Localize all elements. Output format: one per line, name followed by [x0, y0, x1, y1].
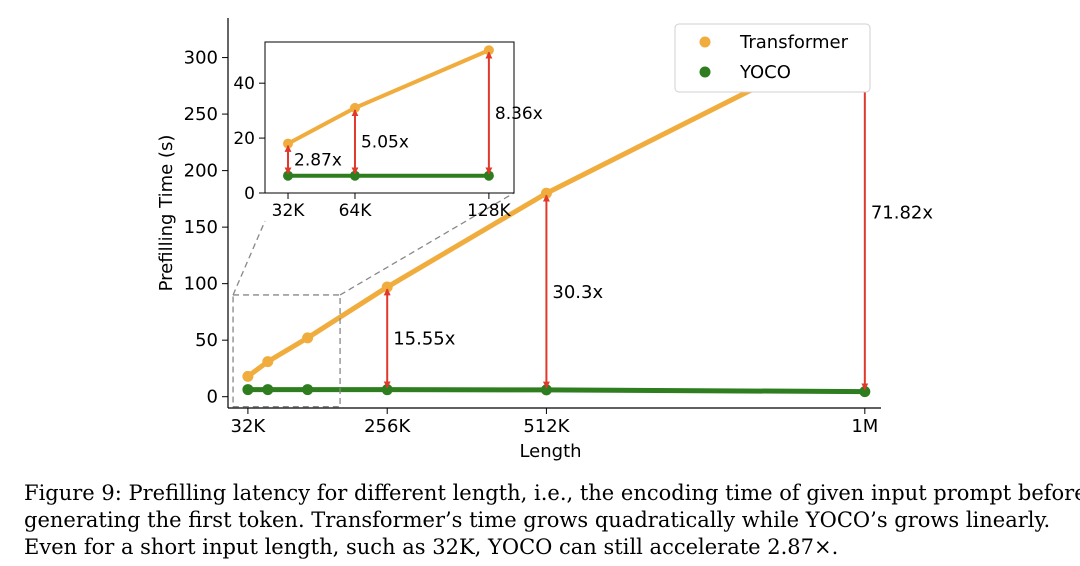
- main-y-tick-label: 200: [184, 161, 218, 182]
- inset-x-tick-label: 32K: [272, 201, 306, 221]
- main-point-yoco: [302, 384, 314, 396]
- main-x-tick-label: 1M: [851, 416, 878, 437]
- main-ratio-label: 15.55x: [393, 329, 456, 350]
- inset-background: [265, 42, 514, 193]
- main-y-tick-label: 100: [184, 274, 218, 295]
- inset-x-tick-label: 64K: [339, 201, 373, 221]
- inset-panel: 0 20 40 32K 64K 128K 2.87x 5.05x 8.36x: [233, 41, 543, 221]
- main-ratio-label: 71.82x: [871, 202, 934, 223]
- inset-y-tick-label: 40: [233, 74, 255, 94]
- main-y-tick-label: 300: [184, 48, 218, 69]
- inset-frame: [264, 41, 515, 194]
- inset-y-tick-label: 0: [244, 184, 255, 204]
- zoom-connector-left: [232, 220, 266, 296]
- main-ratio-label: 30.3x: [552, 282, 603, 303]
- main-y-tick-label: 50: [195, 330, 218, 351]
- legend-label-transformer: Transformer: [739, 32, 849, 53]
- main-x-tick-label: 256K: [364, 416, 411, 437]
- main-point-yoco: [262, 384, 274, 396]
- legend-frame: [674, 23, 871, 93]
- inset-ratio-label: 2.87x: [294, 151, 342, 171]
- inset-ratio-label: 8.36x: [495, 104, 543, 124]
- main-x-tick-label: 32K: [231, 416, 267, 437]
- main-point-transformer: [242, 370, 254, 382]
- x-axis-label: Length: [519, 441, 581, 462]
- y-axis-label: Prefilling Time (s): [156, 135, 177, 292]
- inset-ratio-label: 5.05x: [361, 133, 409, 153]
- inset-x-tick-label: 128K: [467, 201, 511, 221]
- legend: Transformer YOCO: [674, 23, 871, 93]
- caption-line-1: Figure 9: Prefilling latency for differe…: [24, 481, 1080, 505]
- caption-line-2: generating the first token. Transformer’…: [24, 508, 1051, 532]
- main-point-transformer: [302, 332, 314, 344]
- main-x-tick-label: 512K: [523, 416, 570, 437]
- zoom-connector-right: [339, 192, 515, 296]
- inset-y-tick-label: 20: [233, 129, 255, 149]
- legend-marker-yoco: [699, 66, 711, 78]
- figure-caption: Figure 9: Prefilling latency for differe…: [24, 480, 1080, 561]
- main-point-yoco: [242, 384, 254, 396]
- caption-line-3: Even for a short input length, such as 3…: [24, 535, 839, 559]
- main-y-tick-label: 250: [184, 104, 218, 125]
- legend-marker-transformer: [699, 36, 711, 48]
- zoom-region-box: [232, 294, 341, 408]
- main-point-transformer: [262, 356, 274, 368]
- main-y-tick-label: 150: [184, 217, 218, 238]
- main-y-tick-label: 0: [207, 387, 218, 408]
- legend-label-yoco: YOCO: [739, 62, 791, 83]
